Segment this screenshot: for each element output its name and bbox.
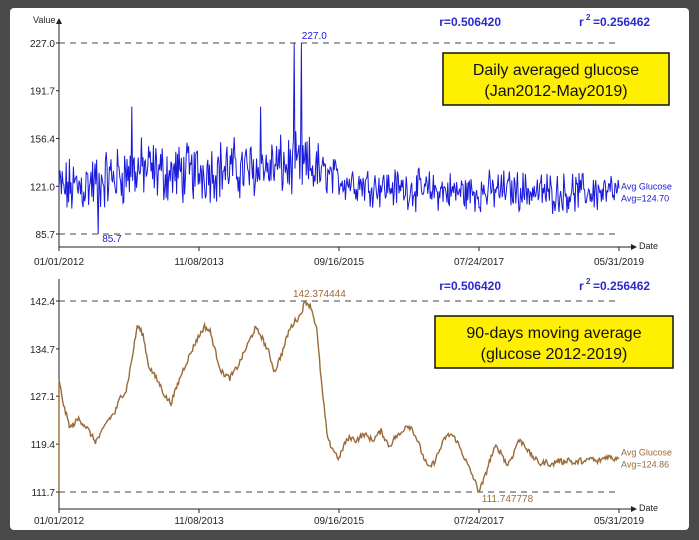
chart1-x-tick-label: 05/31/2019 [594, 257, 644, 268]
chart1-y-axis-arrow [56, 18, 62, 24]
chart1-max-label: 227.0 [302, 31, 327, 42]
chart1-stat-r2-sup: 2 [586, 13, 591, 22]
chart2-y-tick-label: 142.4 [30, 297, 55, 308]
chart2-x-axis-label: Date [639, 503, 658, 513]
chart1-series-line [58, 42, 620, 235]
chart1-annotation-line-1: Daily averaged glucose [473, 62, 639, 79]
chart2-annotation-box [434, 315, 674, 369]
chart2-x-tick-label: 07/24/2017 [454, 516, 504, 527]
chart1-annotation-box [442, 52, 670, 106]
chart1-stat-r2-prefix: r [579, 15, 584, 29]
chart1-x-axis-arrow [631, 244, 637, 250]
chart2-y-tick-label: 134.7 [30, 345, 55, 356]
chart2-x-tick-label: 01/01/2012 [34, 516, 84, 527]
chart1-x-tick-label: 09/16/2015 [314, 257, 364, 268]
chart2-x-tick-label: 05/31/2019 [594, 516, 644, 527]
chart1-stat-r2-value: =0.256462 [593, 15, 650, 29]
chart2-stat-r2-prefix: r [579, 279, 584, 293]
chart2-avg-label-2: Avg=124.86 [621, 459, 669, 469]
chart2-stat-r: r=0.506420 [439, 279, 501, 293]
chart2-max-label: 142.374444 [293, 289, 346, 300]
chart2-stat-r2-value: =0.256462 [593, 279, 650, 293]
chart2-stat-r2-sup: 2 [586, 277, 591, 286]
chart1-x-tick-label: 11/08/2013 [174, 257, 224, 268]
chart-svg: Value Date 227.0 191.7 156.4 121.0 85.7 01/01/2… [30, 13, 674, 527]
chart1-annotation-line-2: (Jan2012-May2019) [484, 83, 627, 100]
chart1-y-tick-label: 227.0 [30, 39, 55, 50]
chart1-x-tick-label: 07/24/2017 [454, 257, 504, 268]
chart2-y-tick-label: 111.7 [31, 488, 55, 499]
chart2-x-tick-label: 11/08/2013 [174, 516, 224, 527]
chart1-y-axis-label: Value [33, 15, 55, 25]
chart1-avg-label-2: Avg=124.70 [621, 194, 669, 204]
chart2-y-tick-label: 119.4 [31, 440, 56, 451]
chart2-annotation-line-1: 90-days moving average [466, 325, 641, 342]
chart1-y-tick-label: 191.7 [30, 87, 55, 98]
chart2-min-label: 111.747778 [482, 494, 534, 505]
chart2-series-line [58, 299, 620, 493]
chart2-annotation-line-2: (glucose 2012-2019) [481, 346, 628, 363]
chart1-stat-r: r=0.506420 [439, 15, 501, 29]
chart-frame: Value Date 227.0 191.7 156.4 121.0 85.7 01/01/2… [10, 8, 689, 530]
chart1-x-axis-label: Date [639, 241, 658, 251]
chart2-avg-label-1: Avg Glucose [621, 447, 672, 457]
chart1-min-label: 85.7 [102, 234, 122, 245]
chart2-x-axis-arrow [631, 506, 637, 512]
chart2-x-tick-label: 09/16/2015 [314, 516, 364, 527]
chart1-y-tick-label: 156.4 [30, 134, 55, 145]
chart2-y-tick-label: 127.1 [30, 392, 55, 403]
chart1-y-tick-label: 121.0 [30, 182, 55, 193]
chart1-y-tick-label: 85.7 [36, 230, 56, 241]
chart1-x-tick-label: 01/01/2012 [34, 257, 84, 268]
chart1-avg-label-1: Avg Glucose [621, 182, 672, 192]
